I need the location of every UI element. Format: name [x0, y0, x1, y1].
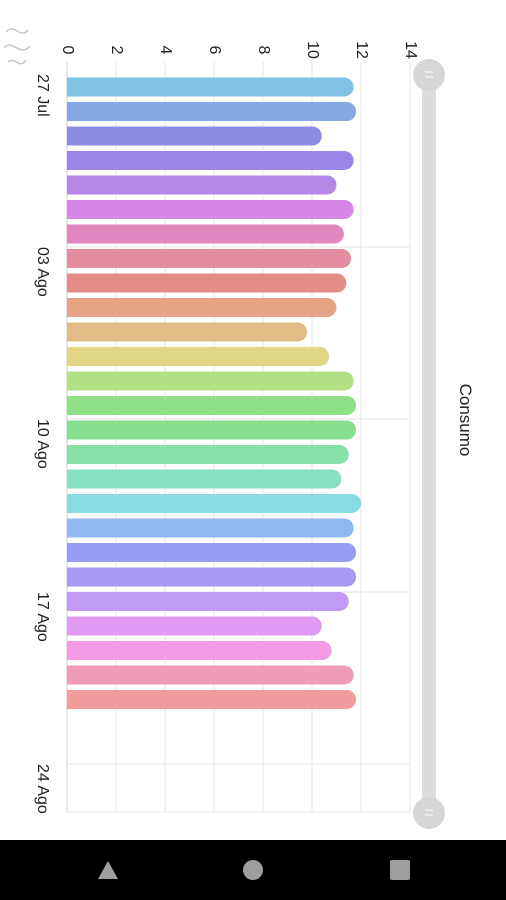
bar[interactable]	[67, 396, 357, 415]
bar-base	[67, 665, 77, 685]
value-tick-label: 8	[255, 46, 272, 55]
bar-base	[67, 102, 77, 121]
app-logo	[3, 28, 31, 65]
range-slider-handle-end[interactable]	[413, 797, 445, 829]
bar[interactable]	[67, 151, 354, 170]
bar[interactable]	[67, 420, 357, 440]
value-tick-label: 0	[59, 46, 76, 55]
value-tick-label: 12	[353, 41, 370, 59]
bar-base	[67, 641, 77, 660]
bar-base	[67, 347, 77, 366]
bar[interactable]	[67, 494, 361, 513]
bar[interactable]	[67, 273, 347, 293]
back-triangle-icon[interactable]	[78, 840, 138, 900]
bar-base	[67, 420, 77, 440]
bar-base	[67, 371, 77, 391]
date-tick-label: 24 Ago	[34, 764, 51, 814]
bar-base	[67, 690, 77, 709]
range-slider[interactable]	[413, 59, 445, 829]
bar[interactable]	[67, 175, 337, 195]
bar-base	[67, 175, 77, 195]
home-circle-icon[interactable]	[223, 840, 283, 900]
bar[interactable]	[67, 77, 354, 97]
bar[interactable]	[67, 543, 357, 562]
bar-base	[67, 273, 77, 293]
chart-bars	[67, 77, 361, 709]
bar[interactable]	[67, 126, 322, 146]
bar[interactable]	[67, 567, 357, 587]
range-slider-track[interactable]	[422, 75, 436, 813]
bar[interactable]	[67, 200, 354, 219]
date-tick-label: 17 Ago	[34, 592, 51, 642]
bar-base	[67, 77, 77, 97]
bar[interactable]	[67, 665, 354, 685]
bar-base	[67, 543, 77, 562]
bar[interactable]	[67, 322, 308, 342]
value-tick-label: 10	[304, 41, 321, 59]
value-tick-label: 6	[206, 46, 223, 55]
series-title: Consumo	[456, 384, 475, 457]
bar[interactable]	[67, 641, 332, 660]
date-tick-label: 10 Ago	[34, 419, 51, 469]
bar[interactable]	[67, 518, 354, 538]
value-tick-label: 4	[157, 46, 174, 55]
value-tick-label: 2	[108, 46, 125, 55]
bar-base	[67, 616, 77, 636]
chart: 0 2 4 6 8 10 12 14 27 Jul 03 Ago 10 Ago 17 Ago 24 A…	[3, 28, 475, 829]
bar-base	[67, 322, 77, 342]
bar-base	[67, 396, 77, 415]
date-tick-label: 27 Jul	[34, 74, 51, 117]
bar[interactable]	[67, 224, 344, 244]
chart-axis-ticks: 0 2 4 6 8 10 12 14	[59, 41, 419, 59]
range-slider-handle-start[interactable]	[413, 59, 445, 91]
bar-base	[67, 151, 77, 170]
bar-base	[67, 567, 77, 587]
bar-base	[67, 518, 77, 538]
bar[interactable]	[67, 249, 352, 268]
navigation-bar	[0, 840, 506, 900]
bar[interactable]	[67, 445, 349, 464]
bar[interactable]	[67, 102, 357, 121]
bar-base	[67, 298, 77, 317]
bar[interactable]	[67, 616, 322, 636]
bar[interactable]	[67, 298, 337, 317]
bar-base	[67, 592, 77, 611]
bar-base	[67, 469, 77, 489]
bar-base	[67, 494, 77, 513]
bar[interactable]	[67, 371, 354, 391]
bar-base	[67, 224, 77, 244]
bar-base	[67, 445, 77, 464]
value-tick-label: 14	[402, 41, 419, 59]
bar-base	[67, 249, 77, 268]
bar-base	[67, 200, 77, 219]
bar[interactable]	[67, 690, 357, 709]
bar-base	[67, 126, 77, 146]
recents-square-icon[interactable]	[370, 840, 430, 900]
date-tick-label: 03 Ago	[34, 247, 51, 297]
bar[interactable]	[67, 469, 342, 489]
bar[interactable]	[67, 347, 330, 366]
chart-date-labels: 27 Jul 03 Ago 10 Ago 17 Ago 24 Ago	[34, 74, 51, 814]
bar[interactable]	[67, 592, 349, 611]
